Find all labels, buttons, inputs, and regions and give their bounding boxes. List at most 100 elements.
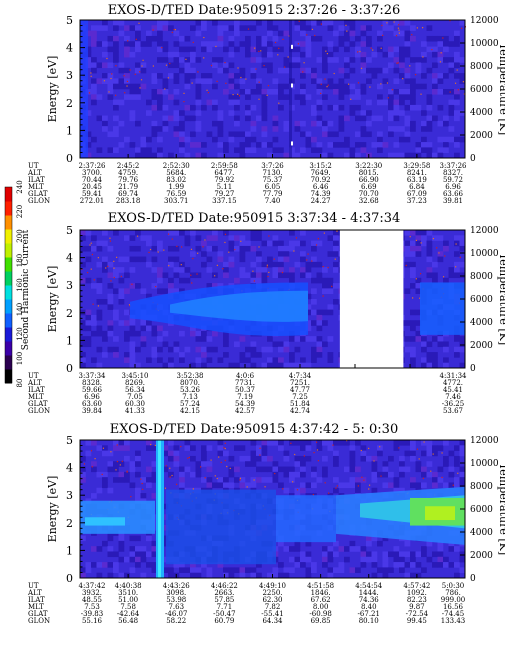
heatmap-speck [347,83,350,85]
heatmap-cell [322,83,328,90]
heatmap-cell [190,131,196,138]
heatmap-cell [316,346,323,353]
heatmap-cell [421,83,427,90]
heatmap-cell [151,325,158,332]
heatmap-cell [261,104,268,111]
heatmap-cell [179,482,185,489]
heatmap-speck [188,456,190,459]
heatmap-cell [250,277,257,284]
heatmap-cell [91,136,97,143]
heatmap-cell [234,120,240,127]
heatmap-cell [124,94,130,100]
heatmap-cell [184,73,191,79]
heatmap-cell [85,277,92,284]
y-tick-label: 4 [66,42,73,55]
heatmap-cell [223,89,229,95]
heatmap-cell [338,89,345,95]
orbit-value: 48.55 [82,596,102,604]
heatmap-cell [382,67,389,74]
heatmap-cell [393,67,400,74]
heatmap-speck [282,488,284,490]
heatmap-cell [135,330,141,337]
heatmap-cell [173,131,180,138]
heatmap-speck [187,457,189,459]
orbit-value: 53.67 [443,407,463,415]
heatmap-cell [206,41,213,47]
colorbar-tick-label: 240 [16,180,24,193]
heatmap-cell [437,104,444,111]
heatmap-cell [371,466,378,473]
heatmap-speck [110,77,112,80]
heatmap-cell [426,126,433,132]
heatmap-cell [404,336,411,342]
heatmap-cell [85,46,92,53]
heatmap-speck [210,459,212,461]
heatmap-cell [239,25,246,31]
heatmap-cell [443,482,449,489]
orbit-value: 57.85 [214,596,234,604]
heatmap-cell [454,562,460,568]
heatmap-speck [281,271,284,274]
heatmap-cell [102,482,108,489]
heatmap-cell [157,89,163,95]
heatmap-cell [459,477,466,483]
heatmap-cell [85,131,92,138]
heatmap-cell [437,540,444,547]
heatmap-cell [459,556,466,563]
orbit-value: 3:29:58 [403,162,430,170]
heatmap-cell [250,235,257,241]
heatmap-speck [90,72,92,74]
heatmap-cell [426,115,433,122]
heatmap-cell [289,567,295,573]
heatmap-cell [459,57,466,63]
heatmap-speck [357,51,359,53]
heatmap-cell [377,46,383,53]
heatmap-cell [316,89,323,95]
heatmap-cell [399,455,405,462]
heatmap-cell [162,540,169,547]
heatmap-cell [278,440,284,446]
heatmap-speck [357,82,360,84]
orbit-value: 999.00 [441,596,466,604]
heatmap-cell [179,142,185,148]
heatmap-speck [222,268,224,270]
heatmap-cell [300,230,306,236]
heatmap-cell [437,336,444,342]
heatmap-cell [173,99,180,106]
heatmap-cell [311,120,317,127]
heatmap-cell [228,567,235,573]
heatmap-cell [349,83,356,90]
orbit-value: 1444. [359,589,379,597]
heatmap-cell [311,346,317,353]
heatmap-cell [454,99,460,106]
heatmap-cell [85,562,92,568]
heatmap-cell [404,104,411,111]
heatmap-speck [110,280,112,282]
heatmap-cell [283,487,290,494]
heatmap-speck [419,297,421,299]
heatmap-speck [131,283,133,285]
heatmap-cell [459,450,466,457]
heatmap-cell [250,440,257,446]
heatmap-cell [212,62,218,69]
heatmap-cell [261,445,268,451]
heatmap-cell [316,35,323,42]
heatmap-speck [380,475,382,477]
heatmap-cell [223,572,229,579]
heatmap-cell [228,25,235,31]
orbit-row-name: UT [28,372,39,380]
heatmap-cell [195,567,202,573]
heatmap-cell [311,471,317,478]
heatmap-speck [418,458,420,460]
heatmap-cell [311,261,317,268]
heatmap-speck [109,240,112,242]
heatmap-cell [300,120,306,127]
heatmap-cell [371,142,378,148]
heatmap-cell [426,25,433,31]
heatmap-cell [91,562,97,568]
orbit-value: 3:22:30 [355,162,382,170]
orbit-value: 63.66 [443,190,464,198]
heatmap-speck [274,41,277,44]
heatmap-cell [355,440,361,446]
y2-tick-label: 12000 [470,436,499,446]
